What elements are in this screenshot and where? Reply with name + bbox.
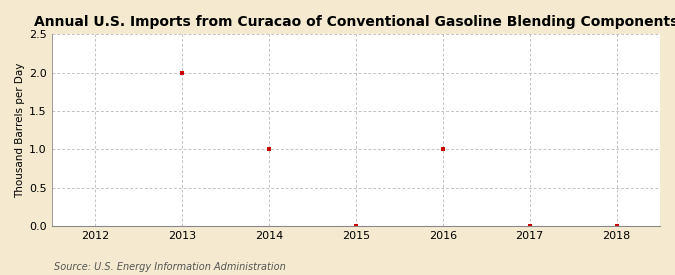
Title: Annual U.S. Imports from Curacao of Conventional Gasoline Blending Components: Annual U.S. Imports from Curacao of Conv… [34,15,675,29]
Text: Source: U.S. Energy Information Administration: Source: U.S. Energy Information Administ… [54,262,286,272]
Y-axis label: Thousand Barrels per Day: Thousand Barrels per Day [15,62,25,198]
